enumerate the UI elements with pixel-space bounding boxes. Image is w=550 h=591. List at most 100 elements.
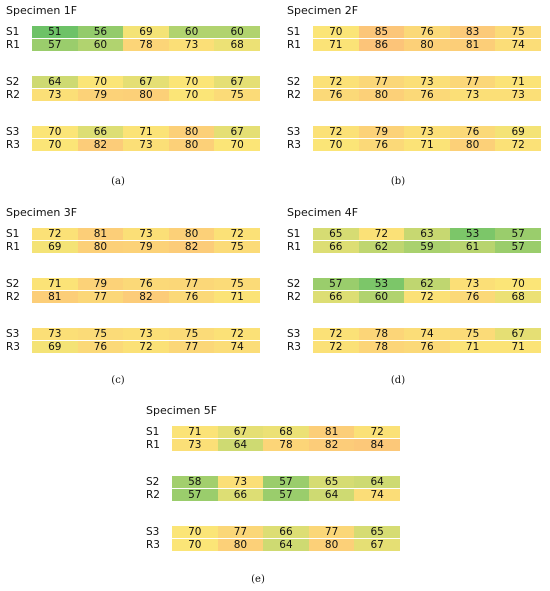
heatmap-cell: 71 (449, 341, 496, 353)
heatmap-cell: 77 (168, 278, 215, 290)
heatmap-cell: 70 (313, 139, 359, 151)
panel-caption: (b) (390, 176, 406, 187)
heatmap-cell: 67 (217, 426, 264, 438)
heatmap-cell: 56 (77, 26, 124, 38)
row-label: S1 (6, 228, 20, 240)
heatmap-cell: 76 (77, 341, 124, 353)
heatmap-cell: 78 (358, 341, 405, 353)
heatmap-cell: 81 (32, 291, 78, 303)
heatmap-cell: 70 (168, 89, 215, 101)
heatmap-cell: 67 (354, 539, 400, 551)
row-label: R3 (146, 539, 160, 551)
heatmap-cell: 60 (358, 291, 405, 303)
heatmap-cell: 63 (404, 228, 450, 240)
heatmap-cell: 70 (214, 139, 260, 151)
heatmap-cell: 82 (77, 139, 124, 151)
row-label: S2 (6, 278, 20, 290)
row-label: S3 (6, 126, 20, 138)
row-label: S2 (287, 278, 301, 290)
heatmap-cell: 71 (32, 278, 78, 290)
heatmap-cell: 64 (217, 439, 264, 451)
heatmap-cell: 82 (123, 291, 169, 303)
row-label: R1 (287, 39, 301, 51)
heatmap-cell: 72 (214, 228, 260, 240)
heatmap-cell: 78 (123, 39, 169, 51)
heatmap-cell: 51 (32, 26, 78, 38)
heatmap-cell: 73 (123, 228, 169, 240)
heatmap-cell: 73 (449, 89, 496, 101)
heatmap-panel: Specimen 1F S1 51 56 69 60 60 R1 57 60 78 73 68 S2 64 7… (6, 4, 266, 164)
heatmap-cell: 70 (495, 278, 541, 290)
heatmap-panel: Specimen 3F S1 72 81 73 80 72 R1 69 80 79 82 75 S2 71 7… (6, 206, 266, 366)
heatmap-cell: 72 (354, 426, 400, 438)
heatmap-cell: 60 (168, 26, 215, 38)
heatmap-panel: Specimen 2F S1 70 85 76 83 75 R1 71 86 80 81 74 S2 72 7… (287, 4, 547, 164)
heatmap-cell: 74 (404, 328, 450, 340)
heatmap-cell: 73 (172, 439, 218, 451)
heatmap-cell: 76 (449, 126, 496, 138)
heatmap-cell: 80 (168, 126, 215, 138)
heatmap-cell: 77 (168, 341, 215, 353)
heatmap-cell: 72 (313, 126, 359, 138)
row-label: S2 (287, 76, 301, 88)
heatmap-cell: 80 (308, 539, 355, 551)
heatmap-cell: 85 (358, 26, 405, 38)
row-label: R3 (287, 341, 301, 353)
heatmap-cell: 70 (313, 26, 359, 38)
heatmap-cell: 72 (32, 228, 78, 240)
heatmap-cell: 73 (449, 278, 496, 290)
heatmap-cell: 66 (77, 126, 124, 138)
heatmap-cell: 75 (495, 26, 541, 38)
row-label: S2 (6, 76, 20, 88)
heatmap-cell: 53 (449, 228, 496, 240)
heatmap-cell: 70 (32, 139, 78, 151)
heatmap-cell: 57 (172, 489, 218, 501)
heatmap-cell: 77 (449, 76, 496, 88)
heatmap-cell: 70 (172, 539, 218, 551)
row-label: R1 (6, 241, 20, 253)
row-label: R2 (287, 89, 301, 101)
row-label: R3 (287, 139, 301, 151)
row-label: R2 (146, 489, 160, 501)
panel-title: Specimen 4F (287, 206, 359, 219)
heatmap-cell: 70 (172, 526, 218, 538)
heatmap-cell: 73 (123, 139, 169, 151)
heatmap-cell: 60 (77, 39, 124, 51)
heatmap-cell: 78 (263, 439, 309, 451)
row-label: S3 (6, 328, 20, 340)
heatmap-cell: 71 (495, 341, 541, 353)
heatmap-cell: 77 (308, 526, 355, 538)
heatmap-cell: 68 (263, 426, 309, 438)
heatmap-cell: 66 (263, 526, 309, 538)
heatmap-cell: 65 (313, 228, 359, 240)
heatmap-cell: 76 (123, 278, 169, 290)
heatmap-cell: 80 (77, 241, 124, 253)
heatmap-cell: 72 (358, 228, 405, 240)
panel-caption: (e) (251, 574, 265, 585)
heatmap-cell: 77 (217, 526, 264, 538)
heatmap-cell: 70 (32, 126, 78, 138)
heatmap-cell: 53 (358, 278, 405, 290)
heatmap-cell: 83 (449, 26, 496, 38)
heatmap-cell: 57 (32, 39, 78, 51)
heatmap-cell: 64 (32, 76, 78, 88)
heatmap-cell: 71 (214, 291, 260, 303)
heatmap-cell: 76 (168, 291, 215, 303)
heatmap-cell: 57 (263, 489, 309, 501)
heatmap-cell: 66 (313, 241, 359, 253)
row-label: R2 (6, 89, 20, 101)
panel-title: Specimen 5F (146, 404, 218, 417)
row-label: R1 (6, 39, 20, 51)
heatmap-cell: 72 (313, 328, 359, 340)
heatmap-cell: 80 (123, 89, 169, 101)
heatmap-cell: 62 (404, 278, 450, 290)
heatmap-cell: 72 (123, 341, 169, 353)
heatmap-cell: 79 (358, 126, 405, 138)
heatmap-cell: 73 (32, 328, 78, 340)
row-label: R1 (146, 439, 160, 451)
heatmap-cell: 82 (308, 439, 355, 451)
heatmap-cell: 70 (77, 76, 124, 88)
heatmap-cell: 66 (313, 291, 359, 303)
heatmap-cell: 69 (495, 126, 541, 138)
panel-title: Specimen 3F (6, 206, 78, 219)
